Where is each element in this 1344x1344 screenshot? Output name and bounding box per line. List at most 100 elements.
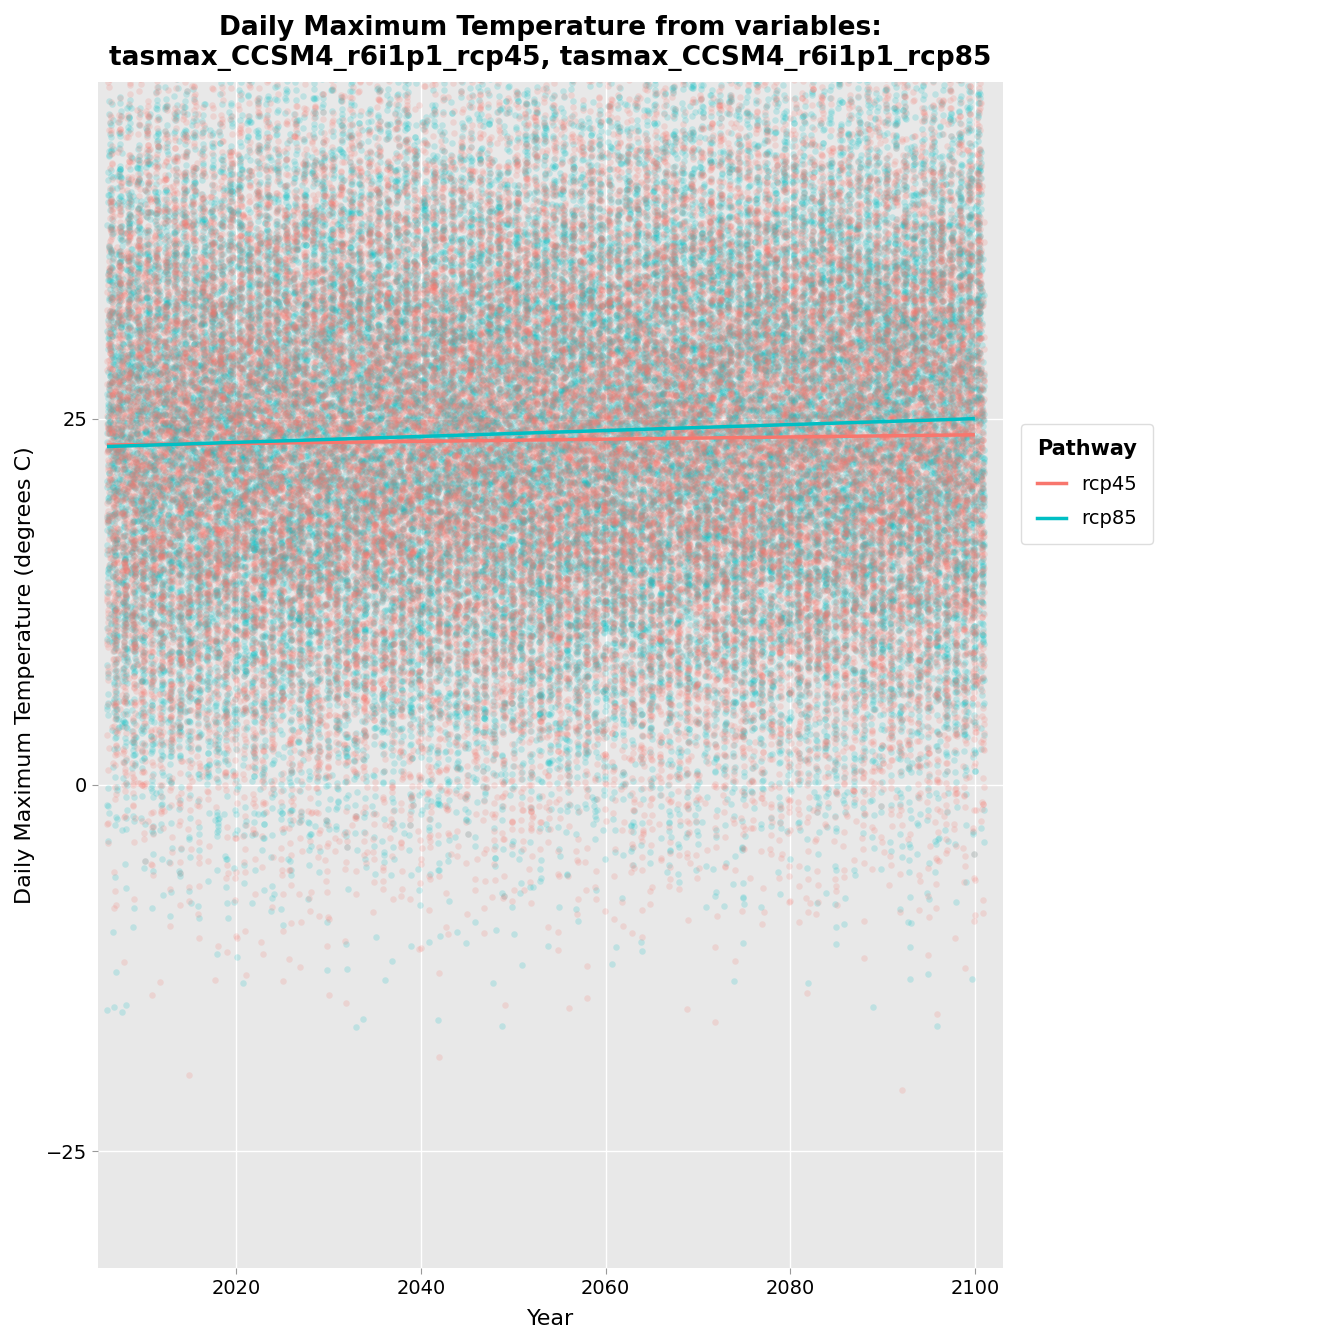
Point (179, 319, 200, 340)
Point (187, 564, 208, 586)
Point (167, 587, 188, 609)
Point (753, 491, 774, 512)
Point (515, 286, 536, 308)
Point (855, 284, 876, 305)
Point (374, 496, 395, 517)
Point (234, 612, 255, 633)
Point (614, 493, 636, 515)
Point (732, 390, 754, 411)
Point (376, 290, 398, 312)
Point (792, 165, 813, 187)
Point (301, 511, 323, 532)
Point (339, 313, 360, 335)
Point (271, 425, 293, 446)
Point (310, 625, 332, 646)
Point (446, 316, 468, 337)
Point (210, 245, 231, 266)
Point (814, 602, 836, 624)
Point (352, 539, 374, 560)
Point (665, 319, 687, 340)
Point (151, 536, 172, 558)
Point (106, 624, 128, 645)
Point (444, 499, 465, 520)
Point (321, 422, 343, 444)
Point (583, 555, 605, 577)
Point (341, 474, 363, 496)
Point (511, 820, 532, 841)
Point (239, 339, 261, 360)
Point (411, 848, 433, 870)
Point (534, 242, 555, 263)
Point (765, 323, 786, 344)
Point (894, 156, 915, 177)
Point (805, 239, 827, 261)
Point (411, 410, 433, 431)
Point (113, 376, 134, 398)
Point (905, 310, 926, 332)
Point (648, 591, 669, 613)
Point (375, 495, 396, 516)
Point (777, 401, 798, 422)
Point (595, 680, 617, 702)
Point (739, 230, 761, 251)
Point (707, 38, 728, 59)
Point (773, 468, 794, 489)
Point (931, 124, 953, 145)
Point (251, 448, 273, 469)
Point (762, 524, 784, 546)
Point (210, 340, 231, 362)
Point (638, 476, 660, 497)
Point (680, 422, 702, 444)
Point (650, 340, 672, 362)
Point (851, 473, 872, 495)
Point (398, 449, 419, 470)
Point (613, 399, 634, 421)
Point (637, 289, 659, 310)
Point (957, 517, 978, 539)
Point (472, 571, 493, 593)
Point (429, 512, 450, 534)
Point (314, 271, 336, 293)
Point (966, 69, 988, 90)
Point (534, 145, 555, 167)
Point (396, 230, 418, 251)
Point (126, 466, 148, 488)
Point (633, 230, 655, 251)
Point (481, 534, 503, 555)
Point (489, 356, 511, 378)
Point (749, 501, 770, 523)
Point (304, 219, 325, 241)
Point (448, 538, 469, 559)
Point (867, 206, 888, 227)
Point (474, 571, 496, 593)
Point (943, 497, 965, 519)
Point (603, 503, 625, 524)
Point (439, 663, 461, 684)
Point (671, 454, 692, 476)
Point (466, 564, 488, 586)
Point (411, 562, 433, 583)
Point (602, 617, 624, 638)
Point (161, 560, 183, 582)
Point (363, 469, 384, 491)
Point (637, 251, 659, 273)
Point (625, 145, 646, 167)
Point (691, 75, 712, 97)
Point (379, 509, 401, 531)
Point (140, 802, 161, 824)
Point (970, 364, 992, 386)
Point (880, 505, 902, 527)
Point (587, 504, 609, 526)
Point (805, 271, 827, 293)
Point (281, 661, 302, 683)
Point (413, 406, 434, 427)
Point (129, 238, 151, 259)
Point (126, 559, 148, 581)
Point (817, 410, 839, 431)
Point (383, 470, 405, 492)
Point (636, 450, 657, 472)
Point (649, 366, 671, 387)
Point (921, 480, 942, 501)
Point (121, 656, 142, 677)
Point (789, 517, 810, 539)
